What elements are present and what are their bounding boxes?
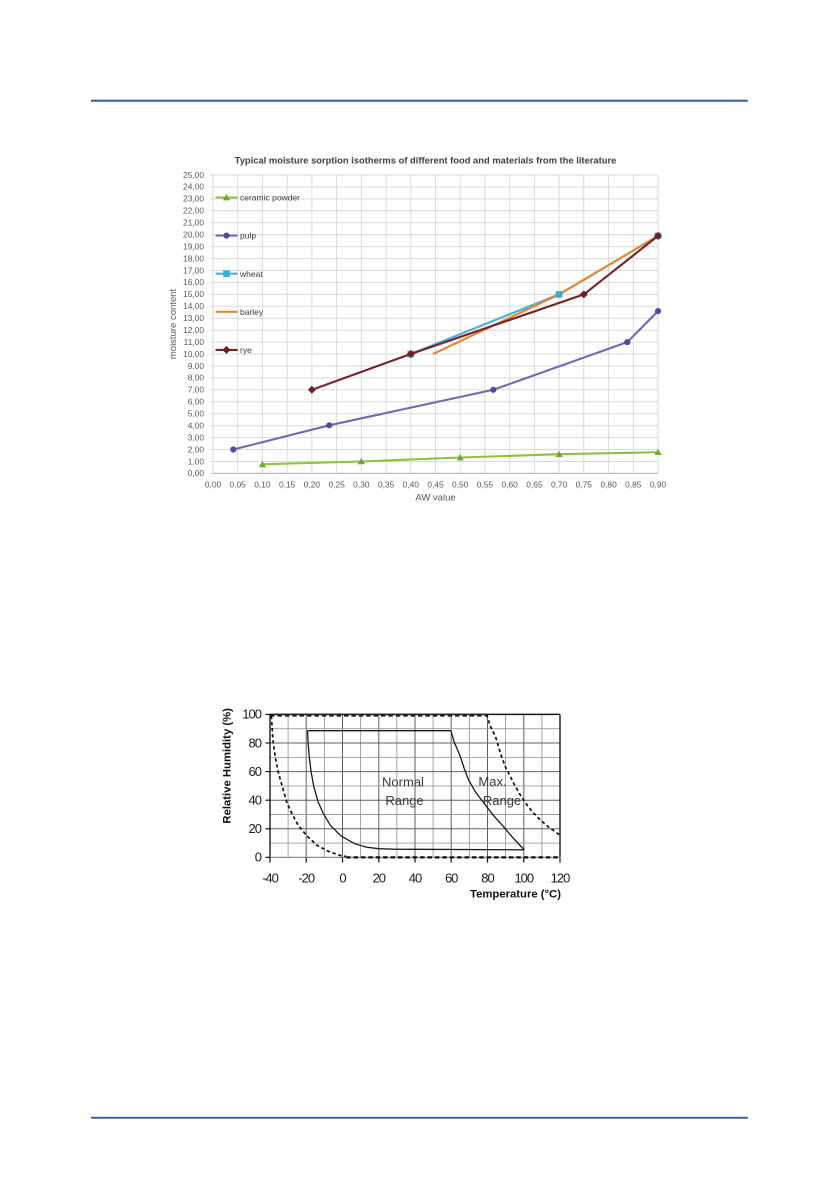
svg-text:0,60: 0,60: [502, 480, 519, 490]
svg-text:15,00: 15,00: [183, 289, 204, 299]
svg-text:-40: -40: [262, 871, 279, 886]
svg-text:7,00: 7,00: [188, 385, 205, 395]
svg-text:4,00: 4,00: [188, 421, 205, 431]
svg-text:moisture content: moisture content: [168, 289, 179, 360]
svg-text:-20: -20: [298, 871, 315, 886]
svg-text:120: 120: [551, 871, 570, 886]
svg-text:80: 80: [249, 735, 262, 750]
svg-text:17,00: 17,00: [183, 265, 204, 275]
svg-text:16,00: 16,00: [183, 277, 204, 287]
svg-text:Max.: Max.: [478, 774, 506, 789]
svg-text:5,00: 5,00: [188, 409, 205, 419]
svg-text:0,35: 0,35: [378, 480, 395, 490]
svg-text:20: 20: [373, 871, 386, 886]
svg-text:23,00: 23,00: [183, 194, 204, 204]
svg-text:0,30: 0,30: [353, 480, 370, 490]
svg-text:Normal: Normal: [382, 775, 424, 790]
svg-text:3,00: 3,00: [188, 432, 205, 442]
svg-text:0,85: 0,85: [625, 480, 642, 490]
svg-text:6,00: 6,00: [188, 397, 205, 407]
svg-text:18,00: 18,00: [183, 253, 204, 263]
svg-text:2,00: 2,00: [188, 444, 205, 454]
svg-text:barley: barley: [240, 307, 264, 317]
svg-text:0,00: 0,00: [188, 468, 205, 478]
svg-text:100: 100: [242, 707, 261, 722]
svg-text:0,75: 0,75: [576, 480, 593, 490]
svg-text:Range: Range: [483, 793, 521, 808]
svg-text:14,00: 14,00: [183, 301, 204, 311]
svg-text:0,15: 0,15: [279, 480, 296, 490]
svg-text:0: 0: [255, 850, 262, 865]
svg-text:19,00: 19,00: [183, 241, 204, 251]
svg-text:AW value: AW value: [415, 493, 455, 504]
svg-text:0,70: 0,70: [551, 480, 568, 490]
svg-text:0,65: 0,65: [526, 480, 543, 490]
svg-text:0,45: 0,45: [427, 480, 444, 490]
svg-text:pulp: pulp: [240, 231, 256, 241]
svg-text:21,00: 21,00: [183, 218, 204, 228]
svg-text:20,00: 20,00: [183, 230, 204, 240]
svg-text:0,50: 0,50: [452, 480, 469, 490]
svg-text:ceramic powder: ceramic powder: [240, 193, 300, 203]
svg-text:20: 20: [249, 821, 262, 836]
svg-text:25,00: 25,00: [183, 170, 204, 180]
svg-text:0,90: 0,90: [650, 480, 667, 490]
svg-text:13,00: 13,00: [183, 313, 204, 323]
svg-text:60: 60: [249, 764, 262, 779]
svg-text:Typical moisture sorption isot: Typical moisture sorption isotherms of d…: [235, 155, 617, 166]
svg-text:0,55: 0,55: [477, 480, 494, 490]
svg-text:0,40: 0,40: [403, 480, 420, 490]
svg-text:0,80: 0,80: [600, 480, 617, 490]
svg-text:9,00: 9,00: [188, 361, 205, 371]
svg-text:Temperature (°C): Temperature (°C): [470, 889, 561, 901]
svg-text:11,00: 11,00: [184, 337, 205, 347]
svg-text:1,00: 1,00: [188, 456, 205, 466]
svg-text:8,00: 8,00: [188, 373, 205, 383]
svg-text:40: 40: [409, 871, 422, 886]
svg-text:100: 100: [514, 871, 533, 886]
svg-text:Relative Humidity (%): Relative Humidity (%): [221, 708, 233, 824]
svg-text:0,25: 0,25: [328, 480, 345, 490]
svg-text:40: 40: [249, 793, 262, 808]
svg-text:10,00: 10,00: [183, 349, 204, 359]
svg-text:60: 60: [445, 871, 458, 886]
svg-text:0,10: 0,10: [254, 480, 271, 490]
svg-text:0,20: 0,20: [304, 480, 321, 490]
svg-text:24,00: 24,00: [183, 182, 204, 192]
svg-text:wheat: wheat: [239, 269, 263, 279]
svg-text:0,05: 0,05: [230, 480, 247, 490]
svg-text:Range: Range: [385, 793, 423, 808]
svg-text:12,00: 12,00: [183, 325, 204, 335]
svg-text:0: 0: [339, 871, 346, 886]
svg-text:80: 80: [481, 871, 494, 886]
svg-text:0,00: 0,00: [205, 480, 222, 490]
svg-text:rye: rye: [240, 345, 252, 355]
svg-text:22,00: 22,00: [183, 206, 204, 216]
